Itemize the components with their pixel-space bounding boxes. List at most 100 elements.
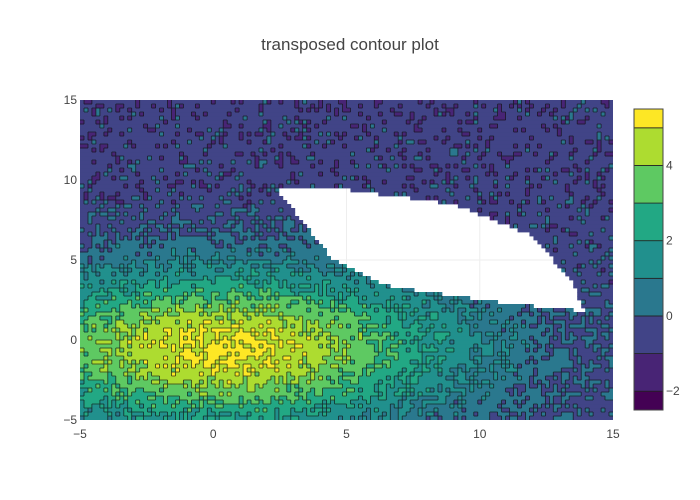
contour-fill-cell	[115, 296, 137, 301]
contour-fill-cell	[589, 212, 613, 217]
contour-fill-cell	[366, 408, 371, 413]
contour-fill-cell	[143, 416, 164, 420]
contour-fill-cell	[262, 360, 272, 365]
contour-fill-cell	[338, 292, 343, 297]
contour-fill-cell	[565, 200, 574, 205]
contour-fill-cell	[80, 360, 93, 365]
contour-fill-cell	[107, 232, 117, 237]
contour-fill-cell	[103, 264, 113, 269]
contour-fill-cell	[362, 328, 367, 333]
contour-fill-cell	[127, 228, 133, 233]
contour-fill-cell	[80, 292, 93, 297]
contour-fill-cell	[274, 412, 280, 417]
contour-fill-cell	[354, 416, 359, 420]
contour-fill-cell	[601, 136, 606, 141]
contour-fill-cell	[509, 344, 514, 349]
contour-fill-cell	[107, 328, 113, 333]
contour-fill-cell	[306, 400, 312, 405]
contour-fill-cell	[457, 404, 463, 409]
contour-fill-cell	[549, 112, 554, 117]
contour-fill-cell	[123, 212, 129, 217]
contour-fill-cell	[195, 132, 204, 137]
contour-fill-cell	[270, 288, 292, 293]
contour-fill-cell	[191, 408, 200, 413]
contour-fill-cell	[91, 244, 97, 249]
contour-fill-cell	[119, 396, 125, 401]
contour-fill-cell	[270, 356, 284, 361]
contour-fill-cell	[80, 356, 105, 361]
contour-fill-cell	[445, 108, 455, 113]
contour-fill-cell	[573, 196, 586, 201]
contour-fill-cell	[529, 144, 538, 149]
contour-fill-cell	[577, 240, 582, 245]
plot-area[interactable]	[80, 100, 613, 420]
contour-fill-cell	[278, 244, 288, 249]
contour-fill-cell	[243, 136, 268, 141]
contour-fill-cell	[326, 104, 331, 109]
contour-fill-cell	[386, 348, 391, 353]
contour-fill-cell	[398, 352, 423, 357]
contour-fill-cell	[159, 340, 164, 345]
contour-fill-cell	[179, 172, 184, 177]
contour-fill-cell	[159, 216, 164, 221]
contour-fill-cell	[115, 228, 129, 233]
contour-fill-cell	[239, 232, 256, 237]
contour-fill-cell	[115, 160, 121, 165]
contour-fill-cell	[505, 368, 518, 373]
contour-fill-cell	[366, 128, 383, 133]
contour-fill-cell	[175, 272, 180, 277]
contour-fill-cell	[430, 304, 447, 309]
contour-fill-cell	[589, 240, 594, 245]
contour-fill-cell	[207, 112, 228, 117]
contour-fill-cell	[402, 368, 407, 373]
contour-fill-cell	[187, 252, 196, 257]
contour-fill-cell	[191, 272, 196, 277]
contour-fill-cell	[517, 128, 522, 133]
contour-fill-cell	[541, 176, 546, 181]
contour-fill-cell	[537, 380, 542, 385]
contour-fill-cell	[430, 148, 451, 153]
contour-fill-cell	[418, 308, 443, 313]
contour-fill-cell	[302, 240, 308, 245]
contour-fill-cell	[330, 104, 343, 109]
contour-fill-cell	[350, 288, 355, 293]
contour-fill-cell	[211, 340, 216, 345]
contour-fill-cell	[235, 220, 240, 225]
contour-fill-cell	[513, 152, 522, 157]
contour-fill-cell	[418, 320, 459, 325]
contour-fill-cell	[131, 228, 137, 233]
contour-fill-cell	[481, 352, 495, 357]
contour-fill-cell	[159, 296, 164, 301]
contour-fill-cell	[394, 192, 399, 197]
contour-fill-cell	[243, 196, 284, 201]
contour-fill-cell	[187, 228, 192, 233]
contour-fill-cell	[91, 264, 97, 269]
contour-fill-cell	[525, 340, 534, 345]
contour-fill-cell	[469, 304, 475, 309]
contour-fill-cell	[199, 408, 208, 413]
contour-fill-cell	[533, 184, 538, 189]
contour-fill-cell	[322, 100, 339, 105]
contour-fill-cell	[601, 184, 606, 189]
contour-fill-cell	[262, 264, 272, 269]
contour-fill-cell	[406, 368, 415, 373]
contour-fill-cell	[99, 112, 133, 117]
contour-fill-cell	[99, 256, 105, 261]
contour-fill-cell	[497, 172, 514, 177]
contour-fill-cell	[553, 308, 566, 313]
contour-fill-cell	[461, 400, 467, 405]
contour-fill-cell	[223, 384, 232, 389]
contour-fill-cell	[111, 348, 117, 353]
contour-fill-cell	[87, 212, 97, 217]
contour-fill-cell	[581, 376, 590, 381]
contour-fill-cell	[215, 204, 220, 209]
contour-fill-cell	[589, 312, 594, 317]
contour-fill-cell	[243, 344, 252, 349]
contour-fill-cell	[298, 416, 339, 420]
contour-fill-cell	[509, 220, 546, 225]
contour-fill-cell	[430, 324, 435, 329]
contour-fill-cell	[223, 128, 260, 133]
contour-fill-cell	[187, 296, 204, 301]
contour-fill-cell	[449, 368, 459, 373]
contour-fill-cell	[437, 384, 443, 389]
